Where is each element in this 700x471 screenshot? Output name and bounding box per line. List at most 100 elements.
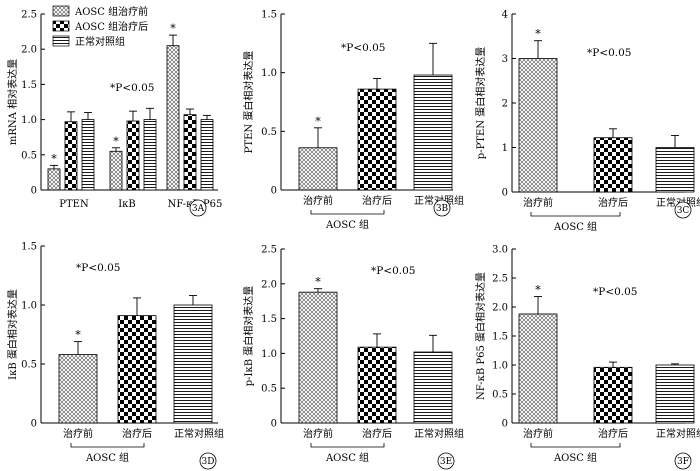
group-bracket bbox=[530, 443, 621, 448]
y-axis-title: IκB 蛋白相对表达量 bbox=[6, 289, 19, 380]
group-label: AOSC 组 bbox=[325, 451, 369, 464]
significance-mark: * bbox=[535, 28, 541, 41]
y-tick-label: 3 bbox=[502, 54, 508, 65]
panel-id-label: 3D bbox=[202, 457, 215, 467]
x-category-label: 治疗前 bbox=[303, 194, 333, 207]
bar bbox=[655, 147, 695, 193]
x-category-label: PTEN bbox=[59, 199, 89, 210]
bar bbox=[298, 291, 338, 424]
significance-note: *P<0.05 bbox=[110, 82, 155, 94]
panel-id-label: 3B bbox=[436, 204, 449, 214]
y-tick-label: 1.5 bbox=[21, 242, 37, 253]
group-label: AOSC 组 bbox=[85, 451, 129, 464]
y-tick-label: 0.5 bbox=[492, 390, 508, 401]
x-category-label: 治疗后 bbox=[362, 194, 392, 207]
x-category-label: 治疗后 bbox=[122, 427, 152, 440]
bar bbox=[173, 304, 213, 424]
y-tick-label: 0 bbox=[502, 188, 508, 199]
y-axis-title: PTEN 蛋白相对表达量 bbox=[242, 51, 255, 154]
y-tick-label: 0 bbox=[31, 419, 37, 430]
legend-label: AOSC 组治疗前 bbox=[74, 5, 148, 18]
y-tick-label: 2 bbox=[502, 99, 508, 110]
y-tick-label: 2.5 bbox=[21, 10, 37, 21]
y-axis-title: p-IκB 蛋白相对表达量 bbox=[242, 286, 255, 387]
x-category-label: 正常对照组 bbox=[656, 427, 700, 440]
y-tick-label: 1.5 bbox=[261, 10, 277, 21]
x-category-label: 治疗后 bbox=[598, 427, 628, 440]
x-category-label: 治疗后 bbox=[362, 427, 392, 440]
y-tick-label: 0 bbox=[502, 419, 508, 430]
y-tick-label: 1.5 bbox=[261, 314, 277, 325]
panel-badge bbox=[674, 452, 692, 470]
bar bbox=[109, 150, 123, 191]
y-axis-title: mRNA 相对表达量 bbox=[6, 59, 19, 145]
group-label: AOSC 组 bbox=[325, 218, 369, 231]
y-tick-label: 0.5 bbox=[21, 150, 37, 161]
y-tick-label: 1.0 bbox=[492, 361, 508, 372]
y-axis-title: NF-κB P65 蛋白相对表达量 bbox=[474, 272, 487, 400]
y-tick-label: 0.5 bbox=[261, 384, 277, 395]
bar bbox=[58, 354, 98, 424]
y-tick-label: 0 bbox=[271, 186, 277, 197]
significance-mark: * bbox=[535, 284, 541, 297]
group-bracket bbox=[310, 210, 385, 215]
bar bbox=[64, 121, 78, 191]
bar bbox=[357, 88, 397, 191]
y-axis-title: p-PTEN 蛋白相对表达量 bbox=[474, 47, 487, 159]
legend-label: AOSC 组治疗后 bbox=[74, 20, 148, 33]
y-tick-label: 2.5 bbox=[492, 274, 508, 285]
y-tick-label: 2.0 bbox=[261, 279, 277, 290]
panel-badge bbox=[437, 452, 455, 470]
charts-root: 0 0.5 1.0 1.5 2.0 2.5 mRNA 相对表达量 * * * PTEN IκB NF-κ… bbox=[6, 5, 700, 470]
panel-id-label: 3E bbox=[440, 457, 452, 467]
significance-note: *P<0.05 bbox=[593, 286, 638, 298]
bar bbox=[47, 168, 61, 191]
y-tick-label: 2.0 bbox=[21, 45, 37, 56]
y-tick-label: 1.5 bbox=[492, 332, 508, 343]
chart-panel-3e: 0 0.5 1.0 1.5 2.0 2.5 p-IκB 蛋白相对表达量 * 治疗前 治疗后 正常对照… bbox=[242, 245, 464, 470]
y-tick-label: 0 bbox=[31, 186, 37, 197]
legend-label: 正常对照组 bbox=[75, 35, 125, 48]
group-bracket bbox=[530, 212, 621, 217]
y-tick-label: 1.0 bbox=[21, 301, 37, 312]
bar bbox=[183, 114, 197, 191]
bar bbox=[413, 74, 453, 191]
significance-note: *P<0.05 bbox=[587, 47, 632, 59]
y-tick-label: 3.0 bbox=[492, 245, 508, 256]
group-bracket bbox=[70, 443, 145, 448]
bar bbox=[655, 364, 695, 424]
group-bracket bbox=[310, 443, 385, 448]
x-category-label: 治疗前 bbox=[63, 427, 93, 440]
significance-mark: * bbox=[315, 276, 321, 289]
y-tick-label: 4 bbox=[502, 10, 508, 21]
significance-mark: * bbox=[113, 135, 119, 148]
y-tick-label: 1.0 bbox=[261, 68, 277, 79]
y-tick-label: 0.5 bbox=[21, 360, 37, 371]
significance-mark: * bbox=[75, 329, 81, 342]
y-tick-label: 1.0 bbox=[21, 115, 37, 126]
y-tick-label: 1.5 bbox=[21, 80, 37, 91]
y-tick-label: 0.5 bbox=[261, 127, 277, 138]
panel-badge bbox=[189, 199, 207, 217]
legend-swatch bbox=[52, 35, 70, 47]
y-tick-label: 1.0 bbox=[261, 349, 277, 360]
significance-mark: * bbox=[51, 152, 57, 165]
bar bbox=[413, 351, 453, 424]
x-category-label: 治疗前 bbox=[303, 427, 333, 440]
significance-mark: * bbox=[315, 115, 321, 128]
group-label: AOSC 组 bbox=[553, 451, 597, 464]
bar bbox=[143, 119, 157, 191]
bar bbox=[117, 315, 157, 424]
x-category-label: 治疗前 bbox=[523, 196, 553, 209]
y-tick-label: 0 bbox=[271, 419, 277, 430]
bar bbox=[357, 346, 397, 424]
chart-panel-3f: 0 0.5 1.0 1.5 2.0 2.5 3.0 NF-κB P65 蛋白相对表达量 * 治疗前… bbox=[474, 245, 700, 470]
x-category-label: 正常对照组 bbox=[414, 427, 464, 440]
significance-note: *P<0.05 bbox=[371, 265, 416, 277]
panel-badge bbox=[199, 452, 217, 470]
panel-id-label: 3F bbox=[677, 457, 689, 467]
